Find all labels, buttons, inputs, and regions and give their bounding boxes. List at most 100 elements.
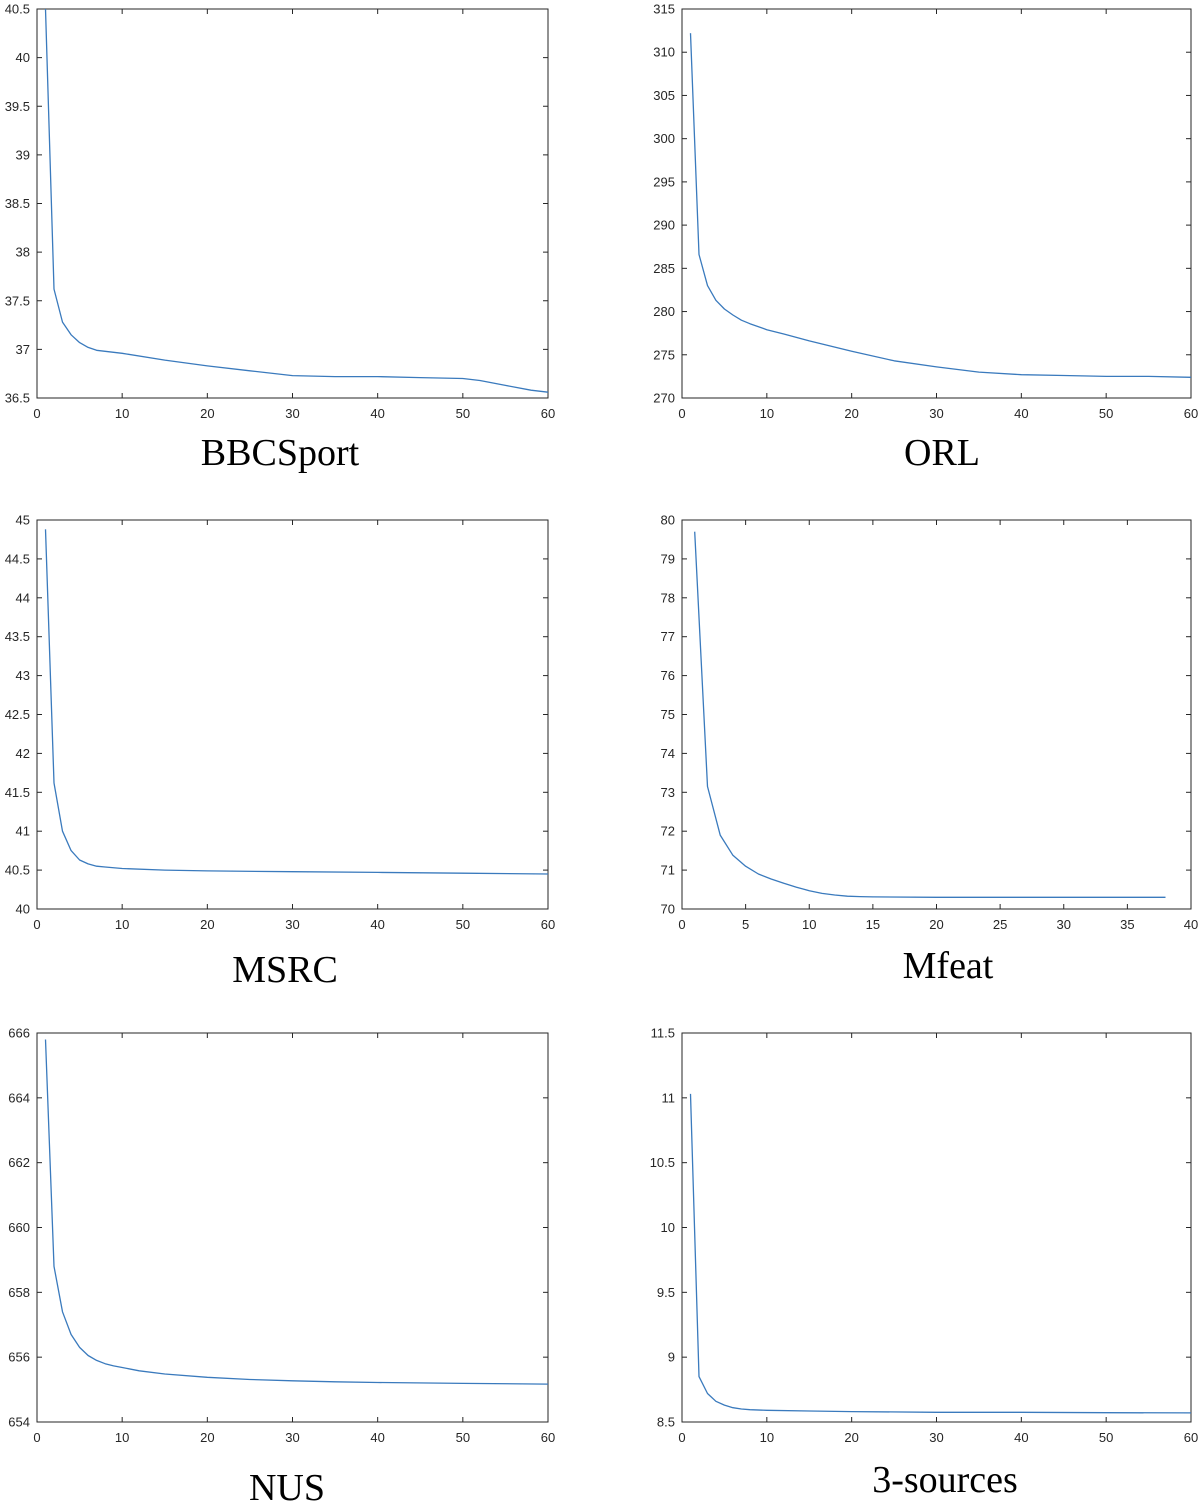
nus-x-tick-label: 60 — [541, 1430, 555, 1445]
orl-x-tick-label: 0 — [678, 406, 685, 421]
msrc-x-tick-label: 20 — [200, 917, 214, 932]
nus-y-tick-label: 664 — [8, 1090, 30, 1105]
bbcsport-y-tick-label: 38.5 — [5, 196, 30, 211]
orl-y-tick-label: 305 — [653, 88, 675, 103]
orl-plot: 0 10 20 30 40 50 60 270 275 280 285 290 295 300 305 310… — [653, 2, 1198, 422]
orl-y-tick-label: 275 — [653, 347, 675, 362]
3-sources-y-tick-label: 11.5 — [651, 1026, 675, 1041]
orl-y-tick-label: 300 — [653, 131, 675, 146]
3-sources-y-tick-label: 10.5 — [650, 1155, 675, 1170]
orl-y-tick-label: 290 — [653, 218, 675, 233]
3-sources-x-tick-label: 30 — [929, 1430, 943, 1445]
bbcsport-plot: 0 10 20 30 40 50 60 36.5 37 37.5 38 38.5 39 39.5 40 40.… — [5, 2, 556, 422]
3-sources-x-tick-label: 10 — [760, 1430, 774, 1445]
mfeat-y-tick-label: 70 — [661, 902, 675, 917]
3-sources-y-tick-label: 8.5 — [657, 1415, 675, 1430]
3-sources-plot: 0 10 20 30 40 50 60 8.5 9 9.5 10 10.5 11 11.5 — [650, 1026, 1199, 1446]
mfeat-y-tick-label: 76 — [661, 668, 675, 683]
nus-y-tick-label: 666 — [8, 1026, 30, 1041]
nus-caption: NUS — [249, 1467, 325, 1509]
orl-caption: ORL — [904, 432, 980, 474]
nus-plot: 0 10 20 30 40 50 60 654 656 658 660 662 664 666 — [8, 1026, 555, 1446]
mfeat-y-tick-label: 72 — [661, 824, 675, 839]
msrc-caption: MSRC — [232, 949, 338, 991]
bbcsport-y-tick-label: 39 — [16, 147, 30, 162]
mfeat-caption: Mfeat — [903, 945, 994, 987]
bbcsport-y-tick-label: 40 — [16, 50, 30, 65]
msrc-y-tick-label: 42 — [16, 746, 30, 761]
bbcsport-y-tick-label: 39.5 — [5, 99, 30, 114]
3-sources-x-tick-label: 60 — [1184, 1430, 1198, 1445]
msrc-y-tick-label: 43 — [16, 668, 30, 683]
nus-series-line — [44, 1039, 549, 1385]
msrc-y-tick-label: 42.5 — [5, 707, 30, 722]
bbcsport-x-tick-label: 10 — [115, 406, 129, 421]
orl-y-tick-label: 285 — [653, 261, 675, 276]
nus-x-tick-label: 0 — [33, 1430, 40, 1445]
3-sources-series-line — [689, 1093, 1192, 1414]
mfeat-y-tick-label: 78 — [661, 590, 675, 605]
bbcsport-x-tick-label: 0 — [33, 406, 40, 421]
msrc-series-line — [44, 529, 549, 875]
mfeat-series-line — [694, 531, 1166, 898]
mfeat-x-tick-label: 0 — [678, 917, 685, 932]
3-sources-x-tick-label: 50 — [1099, 1430, 1113, 1445]
mfeat-x-tick-label: 15 — [866, 917, 880, 932]
bbcsport-y-tick-label: 40.5 — [5, 2, 30, 17]
bbcsport-y-tick-label: 36.5 — [5, 391, 30, 406]
mfeat-x-tick-label: 35 — [1120, 917, 1134, 932]
3-sources-y-tick-label: 9 — [668, 1350, 675, 1365]
bbcsport-series-line — [44, 8, 549, 393]
msrc-y-tick-label: 44.5 — [5, 551, 30, 566]
3-sources-y-tick-label: 9.5 — [657, 1285, 675, 1300]
bbcsport-x-tick-label: 40 — [370, 406, 384, 421]
msrc-x-tick-label: 30 — [285, 917, 299, 932]
nus-y-tick-label: 662 — [8, 1155, 30, 1170]
bbcsport-x-tick-label: 20 — [200, 406, 214, 421]
bbcsport-x-tick-label: 50 — [456, 406, 470, 421]
orl-y-tick-label: 280 — [653, 304, 675, 319]
msrc-y-tick-label: 40.5 — [5, 863, 30, 878]
orl-y-tick-label: 315 — [653, 2, 675, 17]
msrc-x-tick-label: 10 — [115, 917, 129, 932]
3-sources-x-tick-label: 20 — [844, 1430, 858, 1445]
msrc-y-tick-label: 41.5 — [5, 785, 30, 800]
orl-x-tick-label: 50 — [1099, 406, 1113, 421]
3-sources-x-tick-label: 0 — [678, 1430, 685, 1445]
nus-y-tick-label: 658 — [8, 1285, 30, 1300]
nus-y-tick-label: 656 — [8, 1350, 30, 1365]
mfeat-x-tick-label: 30 — [1057, 917, 1071, 932]
orl-y-tick-label: 310 — [653, 45, 675, 60]
nus-x-tick-label: 20 — [200, 1430, 214, 1445]
3-sources-y-tick-label: 10 — [661, 1220, 675, 1235]
orl-x-tick-label: 30 — [929, 406, 943, 421]
mfeat-x-tick-label: 25 — [993, 917, 1007, 932]
bbcsport-y-tick-label: 37.5 — [5, 293, 30, 308]
msrc-x-tick-label: 0 — [33, 917, 40, 932]
orl-series-line — [689, 33, 1192, 378]
msrc-y-tick-label: 44 — [16, 590, 30, 605]
msrc-x-tick-label: 40 — [370, 917, 384, 932]
orl-y-tick-label: 270 — [653, 391, 675, 406]
mfeat-plot: 0 5 10 15 20 25 30 35 40 70 71 72 73 74 75 76 77 78 79 80 — [661, 513, 1199, 933]
mfeat-y-tick-label: 71 — [661, 863, 675, 878]
msrc-y-tick-label: 41 — [16, 824, 30, 839]
msrc-y-tick-label: 40 — [16, 902, 30, 917]
nus-y-tick-label: 660 — [8, 1220, 30, 1235]
mfeat-x-tick-label: 20 — [929, 917, 943, 932]
bbcsport-y-tick-label: 37 — [16, 342, 30, 357]
mfeat-y-tick-label: 77 — [661, 629, 675, 644]
nus-x-tick-label: 40 — [370, 1430, 384, 1445]
nus-x-tick-label: 50 — [456, 1430, 470, 1445]
orl-x-tick-label: 40 — [1014, 406, 1028, 421]
mfeat-x-tick-label: 10 — [802, 917, 816, 932]
bbcsport-caption: BBCSport — [201, 432, 360, 474]
nus-y-tick-label: 654 — [8, 1415, 30, 1430]
msrc-x-tick-label: 50 — [456, 917, 470, 932]
msrc-y-tick-label: 43.5 — [5, 629, 30, 644]
bbcsport-x-tick-label: 30 — [285, 406, 299, 421]
bbcsport-x-tick-label: 60 — [541, 406, 555, 421]
nus-x-tick-label: 30 — [285, 1430, 299, 1445]
